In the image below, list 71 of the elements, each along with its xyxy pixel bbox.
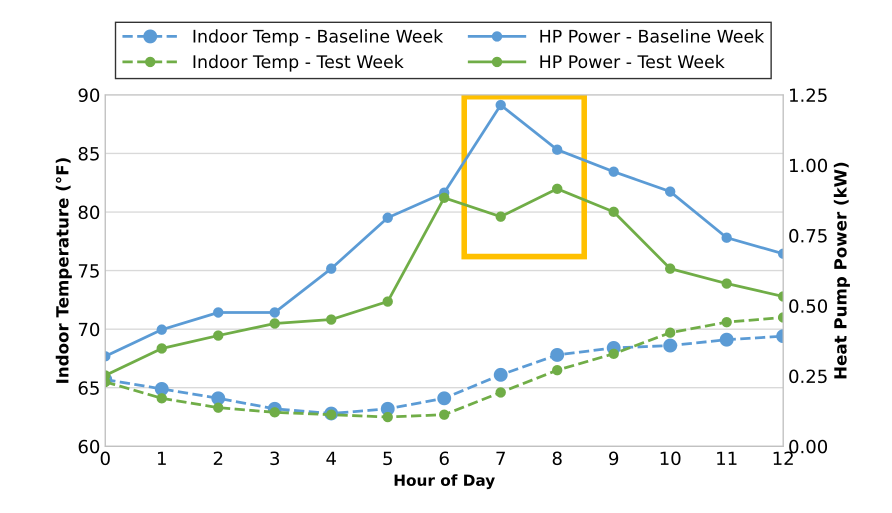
x-tick-label: 2 — [214, 451, 222, 465]
point — [213, 402, 224, 413]
x-tick-label: 11 — [717, 452, 737, 465]
x-tick-label: 10 — [660, 451, 680, 466]
y2-axis-title: Heat Pump Power (kW) — [834, 162, 850, 378]
x-tick-label: 9 — [609, 451, 618, 466]
point — [156, 393, 167, 404]
point — [496, 211, 506, 222]
point — [211, 391, 226, 406]
x-tick-label: 0 — [100, 451, 110, 466]
point — [326, 263, 336, 274]
point — [496, 100, 506, 110]
y2-tick-label: 0.50 — [789, 299, 828, 313]
y-tick-label: 65 — [78, 381, 99, 395]
point — [270, 307, 280, 318]
point — [721, 232, 732, 243]
point — [721, 316, 732, 328]
y-tick-label: 60 — [78, 440, 100, 454]
legend-label: Indoor Temp - Baseline Week — [194, 29, 444, 46]
point — [496, 387, 506, 398]
legend-label: Indoor Temp - Test Week — [194, 54, 404, 72]
y2-tick-label: 0.25 — [789, 369, 827, 384]
y2-tick-label: 0.75 — [789, 228, 827, 243]
point — [437, 391, 452, 406]
y2-tick-label: 1.25 — [790, 88, 827, 102]
point — [156, 343, 167, 354]
point — [156, 324, 167, 335]
y2-tick-label: 0.00 — [789, 440, 828, 454]
point — [213, 307, 224, 318]
point — [382, 296, 393, 307]
x-tick-label: 1 — [158, 452, 166, 465]
y-tick-label: 70 — [78, 322, 100, 336]
point — [608, 206, 619, 218]
point — [608, 348, 619, 359]
point — [382, 212, 393, 223]
y-tick-label: 80 — [78, 206, 100, 220]
point — [552, 184, 562, 194]
point — [270, 318, 280, 329]
legend-label: HP Power - Baseline Week — [540, 29, 764, 43]
point — [213, 330, 224, 341]
x-tick-label: 12 — [774, 451, 793, 465]
y-tick-label: 90 — [78, 88, 100, 102]
y-tick-label: 85 — [78, 146, 99, 161]
point — [494, 368, 508, 382]
x-tick-label: 8 — [552, 451, 562, 466]
point — [439, 192, 450, 204]
point — [663, 338, 678, 353]
point — [552, 144, 562, 155]
point — [382, 412, 393, 422]
x-tick-label: 5 — [383, 452, 392, 466]
x-axis-title: Hour of Day — [394, 474, 495, 490]
x-tick-label: 4 — [326, 452, 336, 465]
point — [721, 278, 732, 289]
x-tick-label: 3 — [270, 451, 280, 466]
point — [550, 348, 564, 362]
point — [608, 166, 619, 177]
point — [326, 314, 336, 325]
point — [154, 382, 169, 396]
x-tick-label: 7 — [496, 452, 505, 465]
point — [552, 364, 562, 376]
x-tick-label: 6 — [440, 451, 449, 466]
point — [664, 263, 676, 274]
point — [326, 409, 336, 420]
y2-tick-label: 1.00 — [790, 158, 828, 172]
point — [720, 332, 734, 347]
y-tick-label: 75 — [78, 264, 99, 278]
point — [664, 186, 676, 197]
point — [664, 327, 676, 338]
y-axis-title: Indoor Temperature (°F) — [56, 158, 72, 383]
legend-label: HP Power - Test Week — [540, 54, 725, 68]
point — [439, 409, 450, 420]
